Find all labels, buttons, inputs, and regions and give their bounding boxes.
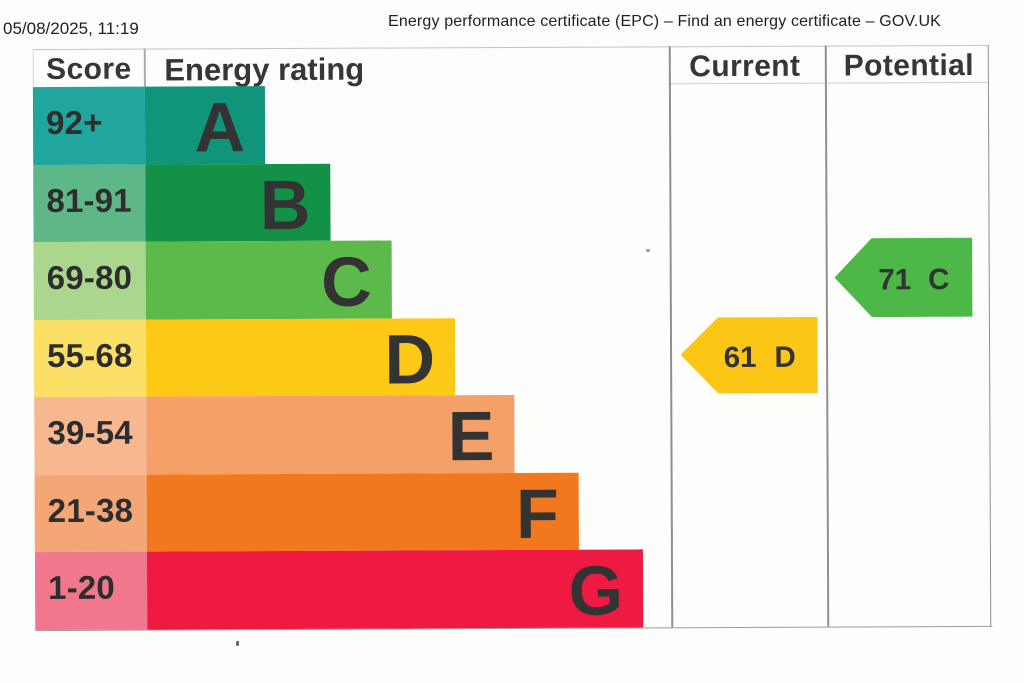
svg-text:C: C — [928, 263, 949, 296]
svg-text:D: D — [774, 341, 795, 374]
svg-text:71: 71 — [878, 263, 911, 296]
svg-text:61: 61 — [724, 341, 757, 374]
